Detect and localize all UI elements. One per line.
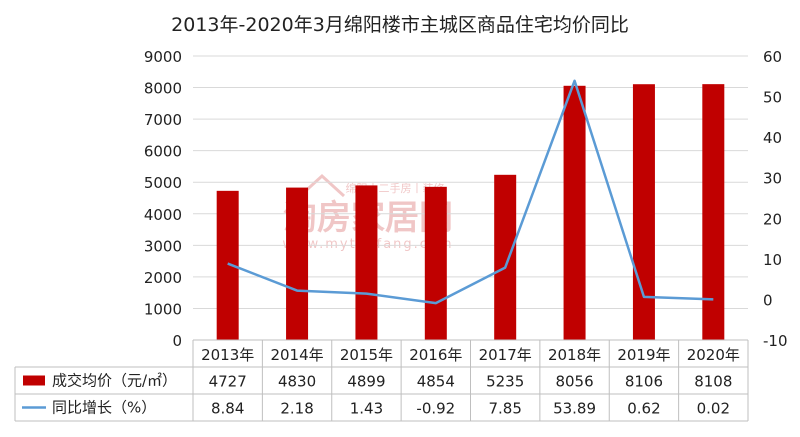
table-cell-value: 4899 xyxy=(347,373,385,391)
table-cell-value: 4830 xyxy=(278,373,316,391)
x-category-label: 2015年 xyxy=(340,346,393,364)
y-right-tick-label: 0 xyxy=(763,291,773,309)
gridlines xyxy=(193,55,748,341)
table-cell-value: 0.62 xyxy=(627,400,660,418)
x-category-label: 2020年 xyxy=(687,346,740,364)
bar xyxy=(424,186,447,340)
chart-title: 2013年-2020年3月绵阳楼市主城区商品住宅均价同比 xyxy=(171,14,629,36)
y-axis-right: -10 0 10 20 30 40 50 60 xyxy=(763,48,788,350)
bar xyxy=(632,84,655,340)
y-left-tick-label: 9000 xyxy=(144,48,182,66)
table-cell-value: 7.85 xyxy=(488,400,521,418)
bar xyxy=(286,187,309,340)
x-category-label: 2018年 xyxy=(548,346,601,364)
table-cell-value: 8.84 xyxy=(211,400,244,418)
y-left-tick-label: 0 xyxy=(172,332,182,350)
y-right-tick-label: 10 xyxy=(763,251,782,269)
legend-series-name: 同比增长（%） xyxy=(52,399,156,417)
series-line xyxy=(227,79,714,305)
x-category-label: 2016年 xyxy=(409,346,462,364)
y-right-tick-label: 60 xyxy=(763,48,782,66)
table-cell-value: 5235 xyxy=(486,373,524,391)
bar xyxy=(702,84,725,340)
table-cell-value: 0.02 xyxy=(697,400,730,418)
table-cell-value: 53.89 xyxy=(553,400,596,418)
y-right-tick-label: 20 xyxy=(763,210,782,228)
y-right-tick-label: 40 xyxy=(763,129,782,147)
bar xyxy=(355,185,378,340)
y-left-tick-label: 2000 xyxy=(144,269,182,287)
x-category-label: 2014年 xyxy=(270,346,323,364)
bar xyxy=(216,190,239,340)
x-category-label: 2017年 xyxy=(479,346,532,364)
bar-series xyxy=(216,84,725,340)
y-left-tick-label: 8000 xyxy=(144,80,182,98)
y-right-tick-label: -10 xyxy=(763,332,788,350)
line-series xyxy=(227,79,714,305)
y-left-tick-label: 3000 xyxy=(144,237,182,255)
table-cell-value: 8056 xyxy=(555,373,593,391)
table-cell-value: 1.43 xyxy=(350,400,383,418)
table-cell-value: 8108 xyxy=(694,373,732,391)
table-cell-value: -0.92 xyxy=(416,400,455,418)
y-left-tick-label: 1000 xyxy=(144,300,182,318)
x-category-label: 2013年 xyxy=(201,346,254,364)
table-cell-value: 8106 xyxy=(625,373,663,391)
x-category-label: 2019年 xyxy=(617,346,670,364)
y-axis-left: 0 1000 2000 3000 4000 5000 6000 7000 8000 9000 xyxy=(144,48,182,350)
data-table: 2013年 2014年 2015年 2016年 2017年 2018年 2019年 2020年… xyxy=(14,339,749,422)
y-right-tick-label: 30 xyxy=(763,170,782,188)
bar xyxy=(563,85,586,340)
legend-series-name: 成交均价（元/㎡） xyxy=(52,372,177,390)
table-cell-value: 2.18 xyxy=(280,400,313,418)
y-left-tick-label: 4000 xyxy=(144,206,182,224)
y-left-tick-label: 6000 xyxy=(144,143,182,161)
y-left-tick-label: 7000 xyxy=(144,111,182,129)
table-cell-value: 4854 xyxy=(417,373,455,391)
y-left-tick-label: 5000 xyxy=(144,174,182,192)
bar xyxy=(494,174,517,340)
legend-swatch-bar xyxy=(23,375,45,386)
table-cell-value: 4727 xyxy=(209,373,247,391)
y-right-tick-label: 50 xyxy=(763,89,782,107)
